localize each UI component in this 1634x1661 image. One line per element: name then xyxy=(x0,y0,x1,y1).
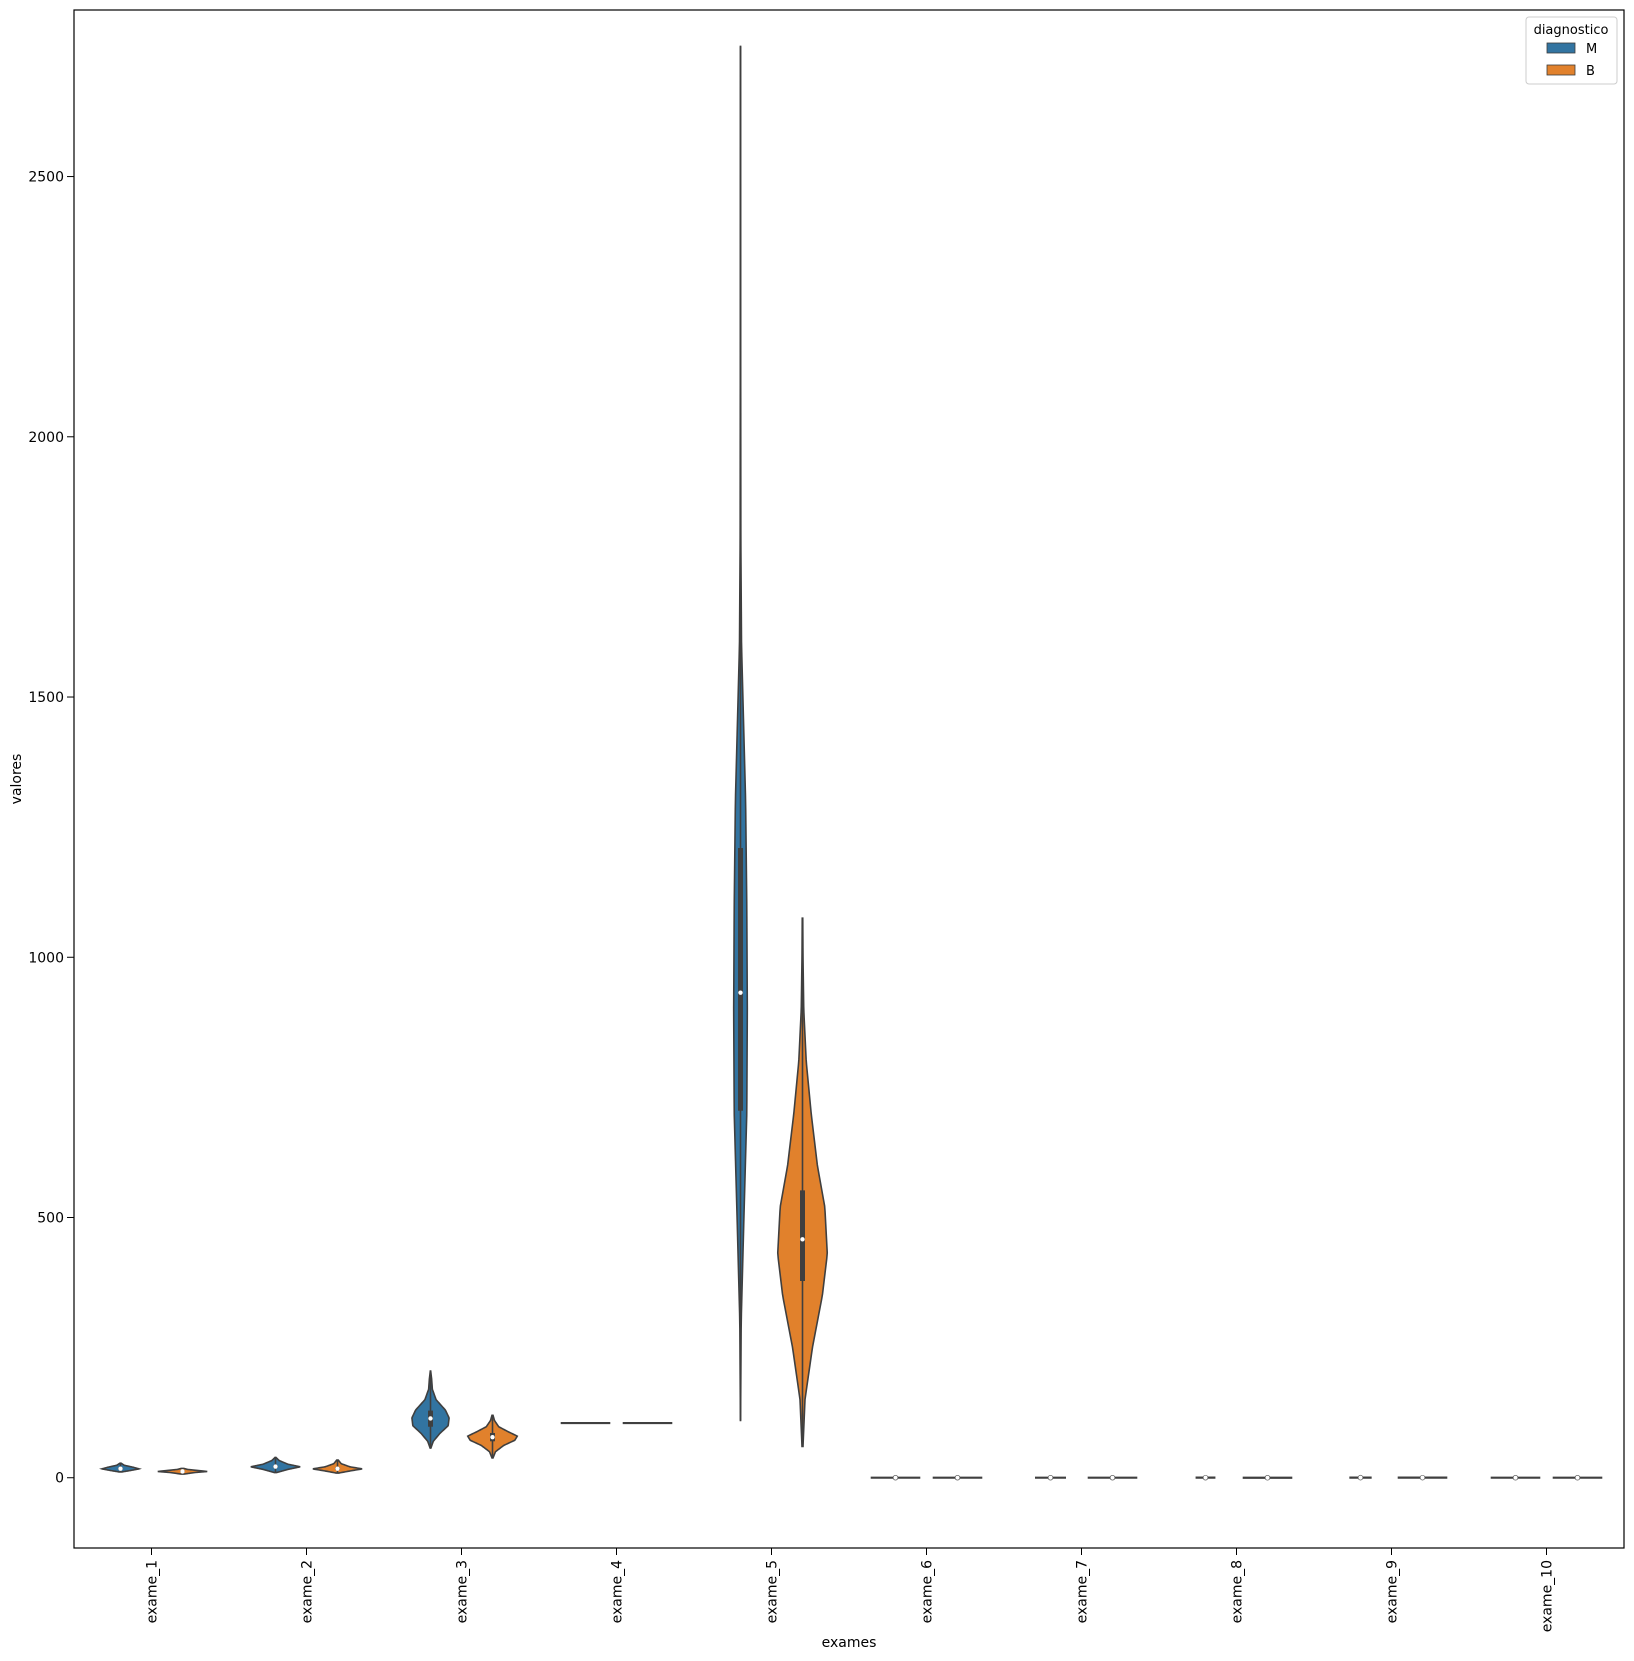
plot-background xyxy=(74,10,1624,1548)
plot-frame xyxy=(73,9,1625,1549)
median-dot-b-exame_6 xyxy=(954,1474,961,1481)
x-tick-label-exame_4: exame_4 xyxy=(610,1560,626,1623)
median-dot-b-exame_5 xyxy=(800,1237,805,1242)
violin-b-exame_6 xyxy=(932,1474,983,1481)
median-dot-m-exame_8 xyxy=(1202,1474,1209,1481)
x-tick-label-exame_2: exame_2 xyxy=(300,1560,316,1623)
violin-m-exame_1 xyxy=(99,1462,142,1473)
x-tick-label-exame_1: exame_1 xyxy=(145,1560,161,1623)
median-dot-m-exame_10 xyxy=(1512,1475,1519,1481)
violin-m-exame_2 xyxy=(250,1456,301,1474)
median-dot-m-exame_3 xyxy=(428,1416,433,1421)
x-tick-label-exame_10: exame_10 xyxy=(1540,1560,1556,1632)
y-axis: 0 500 1000 1500 2000 2500 xyxy=(28,170,74,1487)
violin-m-exame_7 xyxy=(1035,1474,1066,1481)
x-tick-label-exame_6: exame_6 xyxy=(920,1560,936,1623)
median-dot-b-exame_9 xyxy=(1419,1474,1426,1481)
y-tick-label-0: 0 xyxy=(55,1471,64,1487)
violin-m-exame_6 xyxy=(870,1474,921,1481)
x-axis-label: exames xyxy=(822,1635,877,1651)
legend-label-m: M xyxy=(1586,42,1597,57)
median-dot-m-exame_7 xyxy=(1047,1474,1054,1481)
y-axis-label: valores xyxy=(9,754,25,805)
violin-b-exame_8 xyxy=(1242,1475,1293,1481)
legend: diagnostico M B xyxy=(1525,16,1618,85)
violin-m-exame_3 xyxy=(411,1370,450,1449)
y-tick-label-500: 500 xyxy=(37,1210,64,1226)
violin-b-exame_10 xyxy=(1552,1475,1603,1481)
violin-b-exame_5 xyxy=(776,917,829,1448)
median-dot-b-exame_1 xyxy=(180,1469,185,1474)
x-tick-label-exame_7: exame_7 xyxy=(1075,1560,1091,1623)
y-tick-label-1000: 1000 xyxy=(28,950,64,966)
violin-m-exame_10 xyxy=(1490,1475,1541,1481)
median-dot-m-exame_1 xyxy=(118,1466,123,1471)
median-dot-m-exame_9 xyxy=(1357,1474,1364,1481)
violin-b-exame_1 xyxy=(157,1467,208,1475)
median-dot-b-exame_3 xyxy=(490,1434,495,1440)
violins-layer xyxy=(99,45,1603,1481)
x-tick-label-exame_8: exame_8 xyxy=(1230,1560,1246,1623)
legend-swatch-m xyxy=(1546,42,1576,54)
median-dot-b-exame_10 xyxy=(1574,1475,1581,1481)
violin-b-exame_7 xyxy=(1087,1474,1138,1481)
y-tick-label-1500: 1500 xyxy=(28,690,64,706)
y-tick-label-2500: 2500 xyxy=(28,170,64,186)
plot-area xyxy=(73,9,1625,1549)
median-dot-b-exame_2 xyxy=(335,1466,340,1471)
legend-swatch-b xyxy=(1546,64,1576,76)
y-tick-label-2000: 2000 xyxy=(28,430,64,446)
x-axis: exame_1 exame_2 exame_3 exame_4 exame_5 exame… xyxy=(145,1548,1556,1632)
median-dot-b-exame_8 xyxy=(1264,1475,1271,1481)
median-dot-m-exame_5 xyxy=(738,990,743,995)
violin-b-exame_3 xyxy=(466,1414,519,1459)
violin-m-exame_8 xyxy=(1195,1474,1216,1481)
violin-m-exame_9 xyxy=(1349,1474,1372,1481)
violin-m-exame_5 xyxy=(732,45,749,1422)
x-tick-label-exame_3: exame_3 xyxy=(455,1560,471,1623)
median-dot-m-exame_2 xyxy=(273,1464,278,1469)
legend-label-b: B xyxy=(1586,64,1595,79)
median-dot-m-exame_6 xyxy=(892,1474,899,1481)
x-tick-label-exame_5: exame_5 xyxy=(765,1560,781,1623)
x-tick-label-exame_9: exame_9 xyxy=(1385,1560,1401,1623)
legend-title: diagnostico xyxy=(1534,23,1609,38)
violin-b-exame_9 xyxy=(1397,1474,1448,1481)
median-dot-b-exame_7 xyxy=(1109,1474,1116,1481)
violin-b-exame_2 xyxy=(312,1459,363,1474)
